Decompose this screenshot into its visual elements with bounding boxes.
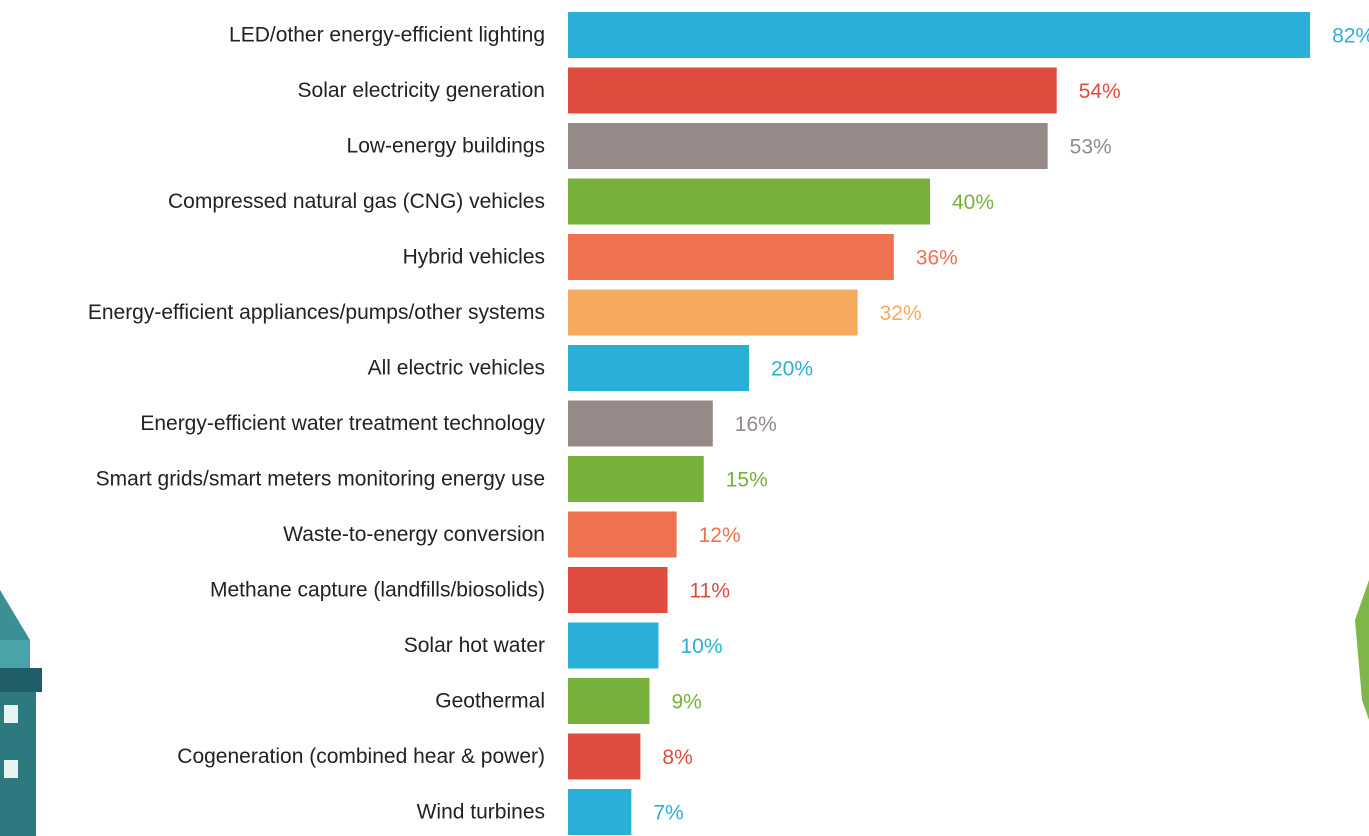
- category-label: Hybrid vehicles: [403, 246, 545, 269]
- bar: [568, 12, 1310, 58]
- bar: [568, 234, 894, 280]
- building-decoration: [0, 590, 42, 836]
- category-label: Energy-efficient water treatment technol…: [140, 412, 545, 435]
- category-label: Cogeneration (combined hear & power): [177, 745, 545, 768]
- category-label: All electric vehicles: [368, 357, 545, 380]
- bar: [568, 68, 1057, 114]
- category-label: Geothermal: [435, 690, 545, 713]
- bar: [568, 345, 749, 391]
- bar: [568, 456, 704, 502]
- bar: [568, 567, 668, 613]
- value-label: 15%: [726, 469, 768, 492]
- value-label: 11%: [690, 580, 730, 603]
- value-label: 16%: [735, 413, 777, 436]
- value-label: 32%: [880, 302, 922, 325]
- category-label: Waste-to-energy conversion: [283, 523, 545, 546]
- category-label: Wind turbines: [417, 801, 545, 824]
- category-label: Compressed natural gas (CNG) vehicles: [168, 190, 545, 213]
- value-label: 82%: [1332, 25, 1369, 48]
- value-label: 54%: [1079, 80, 1121, 103]
- category-label: LED/other energy-efficient lighting: [229, 24, 545, 47]
- chart: LED/other energy-efficient lighting 82% So…: [0, 0, 1369, 836]
- value-label: 53%: [1070, 136, 1112, 159]
- bar: [568, 789, 631, 835]
- bar: [568, 734, 640, 780]
- bar: [568, 179, 930, 225]
- bar: [568, 401, 713, 447]
- category-label: Low-energy buildings: [347, 135, 545, 158]
- bar: [568, 123, 1048, 169]
- category-label: Energy-efficient appliances/pumps/other …: [88, 301, 545, 324]
- bar: [568, 512, 677, 558]
- category-label: Solar hot water: [404, 634, 545, 657]
- bar: [568, 290, 858, 336]
- value-label: 12%: [699, 524, 741, 547]
- bar: [568, 678, 649, 724]
- category-label: Methane capture (landfills/biosolids): [210, 579, 545, 602]
- value-label: 9%: [671, 691, 701, 714]
- leaf-decoration: [1355, 580, 1369, 720]
- value-label: 8%: [662, 746, 692, 769]
- value-label: 20%: [771, 358, 813, 381]
- value-label: 40%: [952, 191, 994, 214]
- category-label: Smart grids/smart meters monitoring ener…: [96, 468, 545, 491]
- bar: [568, 623, 659, 669]
- value-label: 36%: [916, 247, 958, 270]
- value-label: 10%: [681, 635, 723, 658]
- category-label: Solar electricity generation: [298, 79, 545, 102]
- value-label: 7%: [653, 802, 683, 825]
